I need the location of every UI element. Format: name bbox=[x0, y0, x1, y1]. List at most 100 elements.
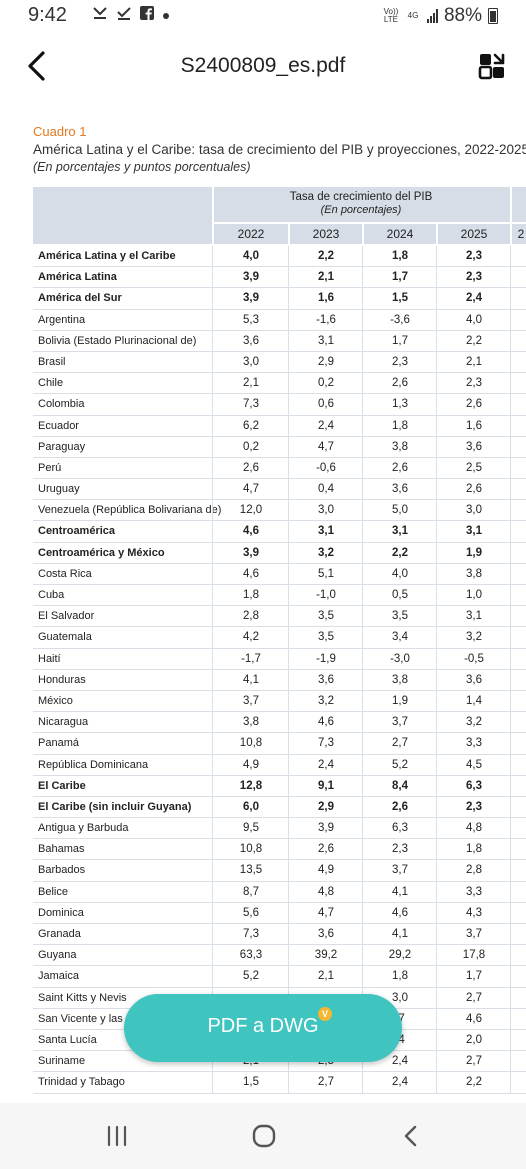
row-label: Guatemala bbox=[38, 631, 92, 644]
pdf-to-dwg-button[interactable]: PDF a DWG V bbox=[124, 994, 402, 1062]
row-value: 4,9 bbox=[243, 758, 259, 771]
cell-divider bbox=[212, 542, 213, 564]
row-value: 3,6 bbox=[318, 673, 334, 686]
row-value: 4,2 bbox=[243, 631, 259, 644]
recent-apps-button[interactable] bbox=[104, 1123, 130, 1149]
cell-divider bbox=[288, 246, 289, 267]
cell-divider bbox=[510, 246, 511, 267]
check-download-icon bbox=[116, 6, 132, 25]
table-row: Haití -1,7 -1,9 -3,0 -0,5 bbox=[33, 648, 526, 670]
row-label: Paraguay bbox=[38, 440, 86, 453]
row-value: 2,1 bbox=[318, 271, 334, 284]
cell-divider bbox=[436, 1008, 437, 1030]
row-value: 2,1 bbox=[466, 355, 482, 368]
cell-divider bbox=[362, 733, 363, 755]
cell-divider bbox=[510, 479, 511, 501]
row-value: 13,5 bbox=[239, 864, 263, 877]
row-value: 3,1 bbox=[392, 525, 408, 538]
row-value: 5,0 bbox=[392, 504, 408, 517]
row-value: 2,2 bbox=[318, 250, 334, 262]
table-row: Nicaragua 3,8 4,6 3,7 3,2 bbox=[33, 712, 526, 734]
table-row: Barbados 13,5 4,9 3,7 2,8 bbox=[33, 860, 526, 882]
table-row: Cuba 1,8 -1,0 0,5 1,0 bbox=[33, 585, 526, 607]
row-value: 4,6 bbox=[243, 525, 259, 538]
row-value: -3,0 bbox=[390, 652, 410, 665]
back-button[interactable] bbox=[18, 46, 58, 86]
row-value: 6,0 bbox=[243, 800, 259, 813]
table-row: América del Sur 3,9 1,6 1,5 2,4 bbox=[33, 288, 526, 310]
row-value: 1,7 bbox=[466, 970, 482, 983]
row-value: 2,4 bbox=[466, 292, 482, 305]
row-value: 3,2 bbox=[466, 631, 482, 644]
row-value: 63,3 bbox=[239, 949, 263, 962]
row-value: 3,0 bbox=[392, 991, 408, 1004]
cell-divider bbox=[288, 966, 289, 988]
cell-divider bbox=[362, 351, 363, 373]
cell-divider bbox=[510, 690, 511, 712]
row-value: 2,6 bbox=[243, 461, 259, 474]
cell-divider bbox=[288, 796, 289, 818]
table-row: Panamá 10,8 7,3 2,7 3,3 bbox=[33, 733, 526, 755]
row-value: 6,3 bbox=[466, 779, 482, 792]
row-value: 3,9 bbox=[243, 271, 259, 284]
table-row: Granada 7,3 3,6 4,1 3,7 bbox=[33, 924, 526, 946]
share-button[interactable] bbox=[476, 50, 508, 82]
cell-divider bbox=[510, 712, 511, 734]
row-value: 0,4 bbox=[318, 483, 334, 496]
cell-divider bbox=[436, 267, 437, 289]
cell-divider bbox=[288, 648, 289, 670]
row-value: 2,6 bbox=[392, 461, 408, 474]
cell-divider bbox=[362, 839, 363, 861]
cell-divider bbox=[436, 457, 437, 479]
cell-divider bbox=[510, 457, 511, 479]
nav-back-button[interactable] bbox=[398, 1122, 424, 1150]
cell-divider bbox=[212, 945, 213, 967]
cell-divider bbox=[436, 733, 437, 755]
cell-divider bbox=[436, 394, 437, 416]
cell-divider bbox=[510, 542, 511, 564]
cell-divider bbox=[436, 690, 437, 712]
row-label: Guyana bbox=[38, 949, 77, 962]
home-button[interactable] bbox=[250, 1122, 278, 1150]
row-value: 4,0 bbox=[466, 313, 482, 326]
table-body: América Latina y el Caribe 4,0 2,2 1,8 2,3 Am… bbox=[33, 246, 526, 1094]
row-value: 2,8 bbox=[466, 864, 482, 877]
row-value: 5,6 bbox=[243, 906, 259, 919]
cell-divider bbox=[362, 500, 363, 522]
cell-divider bbox=[362, 415, 363, 437]
cell-divider bbox=[288, 373, 289, 395]
row-value: 1,9 bbox=[392, 694, 408, 707]
chevron-left-icon bbox=[28, 51, 45, 81]
row-value: 2,7 bbox=[392, 737, 408, 750]
row-value: 2,3 bbox=[392, 355, 408, 368]
row-label: Belice bbox=[38, 885, 68, 898]
cell-divider bbox=[288, 924, 289, 945]
pdf-page[interactable]: Cuadro 1 América Latina y el Caribe: tas… bbox=[0, 102, 526, 1103]
cell-divider bbox=[510, 881, 511, 903]
cell-divider bbox=[362, 648, 363, 670]
table-row: El Caribe 12,8 9,1 8,4 6,3 bbox=[33, 775, 526, 797]
row-label: Venezuela (República Bolivariana de) bbox=[38, 504, 222, 517]
cell-divider bbox=[212, 521, 213, 543]
row-value: 5,2 bbox=[243, 970, 259, 983]
row-value: 2,2 bbox=[466, 1076, 482, 1089]
row-label: Jamaica bbox=[38, 970, 79, 983]
cell-divider bbox=[510, 394, 511, 416]
row-value: 1,5 bbox=[392, 292, 408, 305]
row-value: -3,6 bbox=[390, 313, 410, 326]
cell-divider bbox=[510, 563, 511, 585]
row-value: 2,6 bbox=[466, 483, 482, 496]
row-value: 10,8 bbox=[239, 843, 263, 856]
cell-divider bbox=[510, 373, 511, 395]
cell-divider bbox=[288, 627, 289, 649]
row-value: 4,8 bbox=[466, 822, 482, 835]
cell-divider bbox=[212, 775, 213, 797]
row-label: Barbados bbox=[38, 864, 86, 877]
cell-divider bbox=[436, 796, 437, 818]
row-value: 2,5 bbox=[466, 461, 482, 474]
recent-apps-icon bbox=[107, 1125, 127, 1147]
cell-divider bbox=[212, 415, 213, 437]
cell-divider bbox=[362, 754, 363, 776]
table-row: Centroamérica y México 3,9 3,2 2,2 1,9 bbox=[33, 542, 526, 564]
cell-divider bbox=[212, 690, 213, 712]
